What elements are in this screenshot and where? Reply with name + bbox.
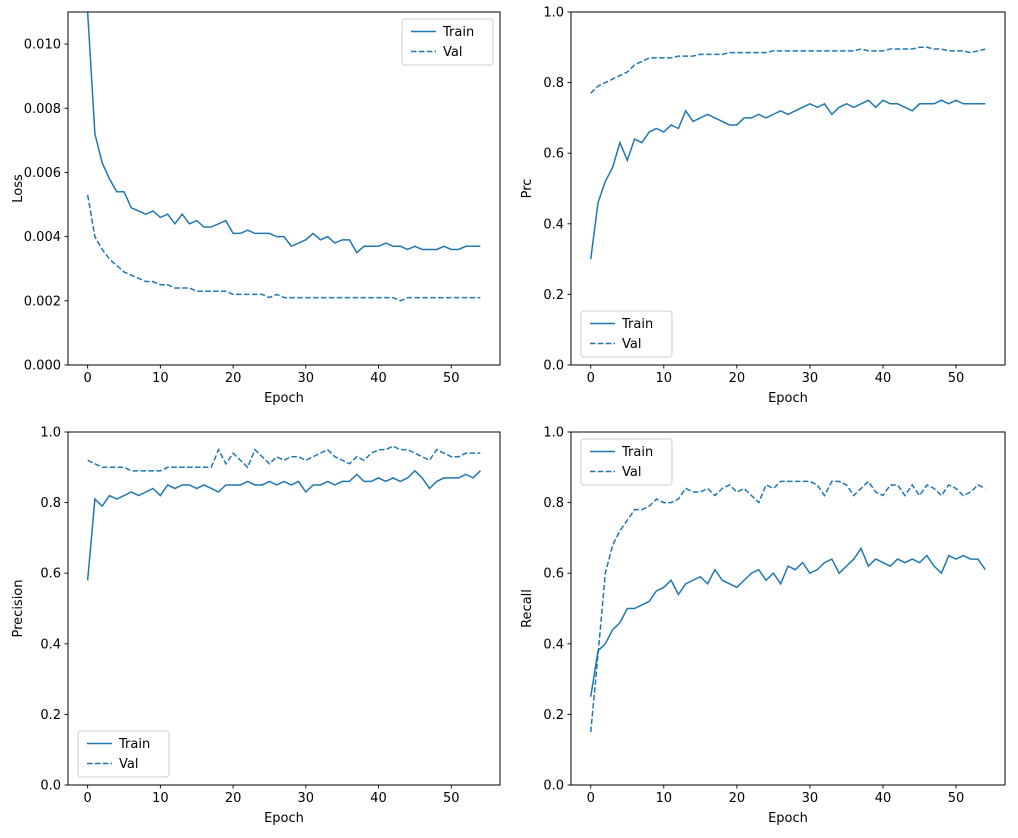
legend-label: Val	[119, 757, 138, 772]
legend-box	[401, 18, 494, 66]
y-tick-label: 0.8	[543, 496, 564, 511]
legend-label: Train	[118, 737, 150, 752]
train-line	[589, 99, 986, 260]
x-tick-label: 30	[802, 371, 819, 386]
legend-box	[77, 730, 170, 778]
y-tick-label: 1.0	[543, 426, 564, 441]
y-tick-label: 0.4	[543, 637, 564, 652]
x-tick-label: 30	[802, 791, 819, 806]
x-tick-label: 0	[587, 371, 595, 386]
train-line	[589, 546, 986, 697]
legend: Train Val	[77, 730, 170, 778]
y-tick-label: 0.2	[40, 708, 61, 723]
legend-label: Val	[622, 465, 641, 480]
x-tick-label: 20	[225, 371, 242, 386]
y-tick-label: 0.002	[24, 294, 61, 309]
y-tick-label: 0.2	[543, 288, 564, 303]
axes-box	[570, 431, 1006, 786]
x-tick-label: 40	[875, 791, 892, 806]
y-tick-label: 0.2	[543, 708, 564, 723]
val-line	[86, 194, 481, 302]
precision-chart: 0 10 20 30 40 50 0.0 0.2 0.4 0.6 0.8 1.0 Epoch Precis…	[11, 426, 501, 826]
axes-box	[67, 431, 501, 786]
x-tick-label: 40	[875, 371, 892, 386]
y-tick-label: 0.006	[24, 166, 61, 181]
y-tick-label: 0.8	[40, 496, 61, 511]
val-line	[590, 46, 986, 94]
legend-box	[580, 310, 673, 358]
y-tick-label: 0.6	[543, 147, 564, 162]
axes-box	[570, 11, 1006, 366]
y-tick-label: 0.0	[40, 779, 61, 794]
y-tick-label: 0.4	[40, 637, 61, 652]
y-tick-label: 0.8	[543, 76, 564, 91]
y-tick-label: 0.010	[24, 38, 61, 53]
recall-chart: 0 10 20 30 40 50 0.0 0.2 0.4 0.6 0.8 1.0 Epoch Recall…	[520, 426, 1006, 826]
x-tick-label: 30	[298, 791, 315, 806]
legend: Train Val	[580, 438, 673, 486]
loss-chart: 0 10 20 30 40 50 0.000 0.002 0.004 0.006 0.008 0.01…	[11, 11, 501, 406]
legend: Train Val	[401, 18, 494, 66]
legend-label: Val	[443, 45, 462, 60]
y-tick-label: 0.008	[24, 102, 61, 117]
prc-chart: 0 10 20 30 40 50 0.0 0.2 0.4 0.6 0.8 1.0 Epoch Prc Tra…	[520, 6, 1006, 406]
x-tick-label: 0	[587, 791, 595, 806]
legend-label: Val	[622, 337, 641, 352]
x-tick-label: 10	[152, 791, 169, 806]
x-axis-label: Epoch	[264, 391, 304, 406]
y-tick-label: 0.6	[40, 567, 61, 582]
y-tick-label: 0.4	[543, 217, 564, 232]
y-tick-label: 1.0	[543, 6, 564, 21]
x-tick-label: 50	[443, 791, 460, 806]
x-tick-label: 50	[948, 791, 965, 806]
train-line	[86, 469, 481, 581]
x-tick-label: 10	[656, 371, 673, 386]
x-tick-label: 50	[443, 371, 460, 386]
axes-box	[67, 11, 501, 366]
y-axis-label: Recall	[520, 589, 535, 628]
y-tick-label: 0.0	[543, 779, 564, 794]
x-tick-label: 50	[948, 371, 965, 386]
x-axis-label: Epoch	[768, 811, 808, 826]
y-tick-label: 0.004	[24, 230, 61, 245]
x-tick-label: 20	[225, 791, 242, 806]
x-tick-label: 40	[370, 791, 387, 806]
legend: Train Val	[580, 310, 673, 358]
legend-label: Train	[621, 445, 653, 460]
x-axis-label: Epoch	[768, 391, 808, 406]
val-line	[87, 445, 481, 472]
val-line	[589, 480, 986, 733]
x-tick-label: 30	[298, 371, 315, 386]
legend-label: Train	[442, 25, 474, 40]
legend-box	[580, 438, 673, 486]
x-tick-label: 0	[83, 371, 91, 386]
legend-label: Train	[621, 317, 653, 332]
y-axis-label: Loss	[11, 174, 26, 203]
y-tick-label: 0.6	[543, 567, 564, 582]
x-tick-label: 20	[729, 791, 746, 806]
train-line	[86, 11, 481, 254]
x-tick-label: 0	[83, 791, 91, 806]
y-tick-label: 0.000	[24, 359, 61, 374]
x-axis-label: Epoch	[264, 811, 304, 826]
x-tick-label: 40	[370, 371, 387, 386]
x-tick-label: 10	[656, 791, 673, 806]
x-tick-label: 10	[152, 371, 169, 386]
y-axis-label: Precision	[11, 579, 26, 637]
x-tick-label: 20	[729, 371, 746, 386]
y-tick-label: 0.0	[543, 359, 564, 374]
y-axis-label: Prc	[520, 179, 535, 199]
y-tick-label: 1.0	[40, 426, 61, 441]
